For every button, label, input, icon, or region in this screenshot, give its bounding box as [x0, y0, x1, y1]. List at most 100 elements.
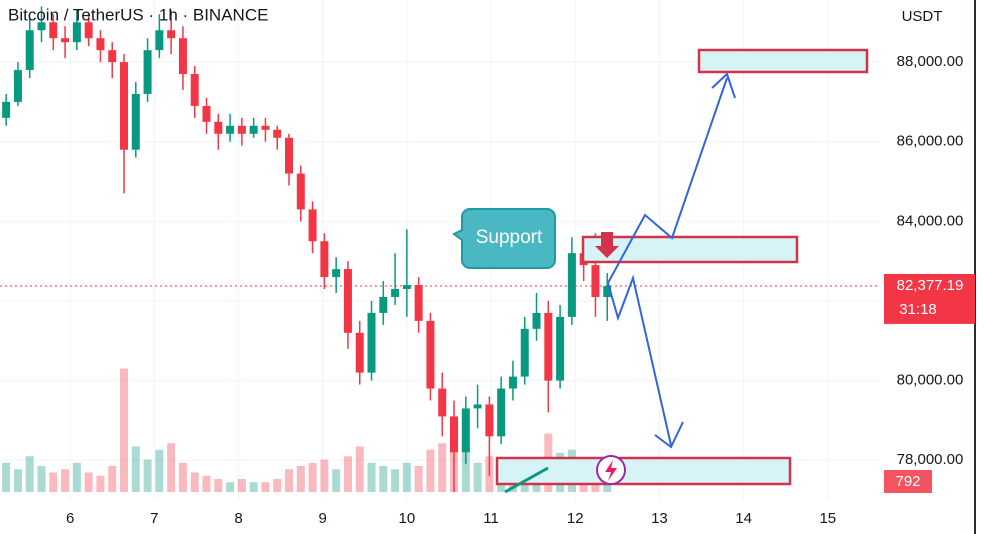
candle-body [226, 125, 235, 134]
candle-body [508, 376, 517, 389]
volume-bar [414, 466, 423, 492]
candle-body [308, 209, 317, 242]
callout [452, 208, 556, 269]
volume-bar [25, 456, 34, 492]
volume-bar [72, 462, 81, 492]
x-tick-label: 9 [319, 510, 327, 527]
candle-body [355, 332, 364, 373]
volume-bar [261, 482, 270, 492]
x-tick-label: 14 [735, 510, 752, 527]
candle-body [473, 404, 482, 409]
target-zone [697, 48, 869, 74]
candle-body [426, 320, 435, 389]
candle-body [485, 404, 494, 437]
candle-body [25, 30, 34, 71]
countdown: 31:18 [899, 301, 937, 318]
candle-body [343, 269, 352, 333]
candle-body [320, 241, 329, 278]
volume-bar [308, 462, 317, 492]
volume-bar [296, 466, 305, 492]
volume-label: 792 [895, 473, 920, 490]
currency: USDT [902, 8, 943, 25]
candle-body [273, 129, 282, 138]
candle-body [237, 125, 246, 134]
candle-body [285, 137, 294, 174]
candle-body [367, 312, 376, 373]
resistance-zone [581, 235, 799, 264]
candle-body [131, 93, 140, 150]
callout-text: Support [476, 227, 543, 248]
candle-body [2, 101, 11, 118]
candle-body [155, 30, 164, 51]
y-tick-label: 86,000.00 [897, 133, 964, 150]
volume-bar [402, 462, 411, 492]
y-tick-label: 78,000.00 [897, 451, 964, 468]
lower-zone [495, 456, 792, 486]
volume-bar [155, 449, 164, 492]
candle-body [567, 253, 576, 317]
candle-body [37, 22, 46, 31]
price-axis [880, 0, 988, 534]
candle-body [49, 22, 58, 39]
volume-bar [37, 466, 46, 492]
price-label: 82,377.19 [897, 277, 964, 294]
volume-bar [391, 469, 400, 492]
volume-tag [884, 470, 932, 493]
candle-body [167, 30, 176, 39]
x-tick-label: 10 [399, 510, 416, 527]
candle-body [402, 285, 411, 290]
candle-body [414, 285, 423, 321]
volume-bar [461, 446, 470, 492]
volume-bar [214, 479, 223, 492]
y-tick-label: 84,000.00 [897, 212, 964, 229]
candle-body [379, 296, 388, 313]
chart-title: Bitcoin / TetherUS · 1h · BINANCE [8, 5, 268, 24]
candle-layer [2, 6, 612, 493]
x-tick-label: 7 [150, 510, 158, 527]
x-tick-label: 13 [651, 510, 668, 527]
volume-bar [273, 479, 282, 492]
y-tick-label: 80,000.00 [897, 372, 964, 389]
x-tick-label: 8 [234, 510, 242, 527]
volume-bar [84, 472, 93, 492]
candle-body [532, 312, 541, 329]
volume-bar [202, 475, 211, 492]
candle-body [591, 265, 600, 297]
x-tick-label: 11 [483, 510, 499, 527]
candle-body [13, 70, 22, 102]
candle-body [556, 316, 565, 381]
candle-body [249, 125, 258, 134]
volume-bar [367, 462, 376, 492]
candle-body [332, 269, 341, 278]
volume-bar [237, 479, 246, 492]
volume-bar [143, 459, 152, 492]
candle-body [108, 50, 117, 63]
volume-bar [49, 472, 58, 492]
candle-body [603, 285, 612, 297]
volume-bar [426, 449, 435, 492]
candle-body [461, 408, 470, 453]
candle-body [61, 38, 70, 43]
volume-bar [167, 443, 176, 492]
volume-bar [13, 469, 22, 492]
x-tick-label: 6 [66, 510, 74, 527]
axis-layer: 678910111213141578,000.0080,000.0082,000… [66, 53, 975, 527]
candle-body [96, 38, 105, 51]
volume-bar [473, 462, 482, 492]
volume-bar [332, 469, 341, 492]
x-tick-label: 15 [819, 510, 836, 527]
candle-body [391, 289, 400, 297]
trend-line [504, 466, 549, 494]
volume-bar [285, 469, 294, 492]
candle-body [202, 105, 211, 122]
volume-bar [226, 482, 235, 492]
candle-body [450, 416, 459, 453]
volume-bar [178, 462, 187, 492]
volume-bar [2, 462, 11, 492]
candle-body [520, 328, 529, 377]
event-bolt [605, 460, 617, 481]
volume-bar [96, 475, 105, 492]
x-tick-label: 12 [567, 510, 584, 527]
candle-body [214, 121, 223, 134]
